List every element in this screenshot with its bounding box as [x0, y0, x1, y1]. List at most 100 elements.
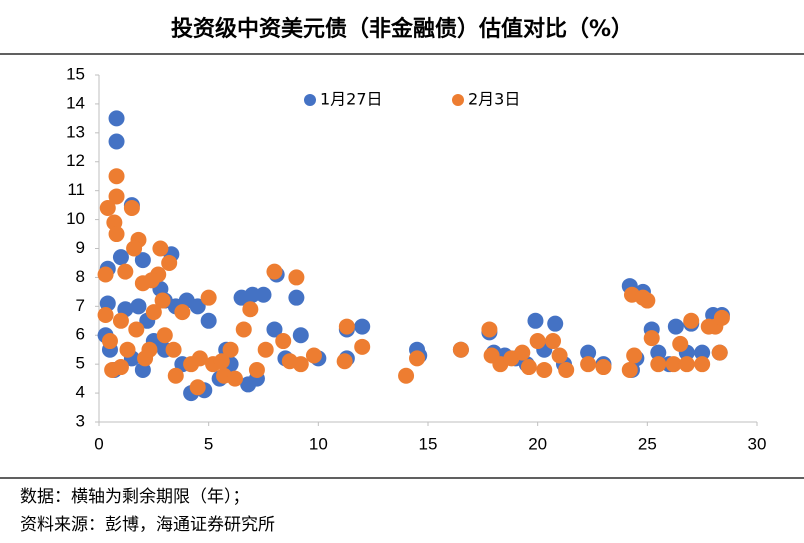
point [292, 327, 309, 344]
legend-marker [304, 94, 316, 106]
point [643, 330, 660, 347]
point [99, 200, 116, 217]
point [527, 312, 544, 329]
point [117, 263, 134, 280]
point [108, 133, 125, 150]
point [248, 361, 265, 378]
point [621, 361, 638, 378]
point [713, 309, 730, 326]
x-tick-label: 10 [309, 434, 328, 453]
point [108, 188, 125, 205]
point [514, 344, 531, 361]
y-tick-label: 3 [76, 411, 85, 430]
point [257, 341, 274, 358]
point [112, 359, 129, 376]
point [551, 347, 568, 364]
y-tick-label: 6 [76, 325, 85, 344]
point [143, 272, 160, 289]
point [336, 353, 353, 370]
point [409, 350, 426, 367]
point [481, 321, 498, 338]
legend-label: 1月27日 [320, 90, 383, 109]
point [174, 304, 191, 321]
point [128, 321, 145, 338]
chart-title: 投资级中资美元债（非金融债）估值对比（%） [171, 16, 633, 42]
point [145, 304, 162, 321]
x-tick-label: 20 [528, 434, 547, 453]
legend-marker [452, 94, 464, 106]
legend-label: 2月3日 [468, 90, 520, 109]
y-tick-label: 4 [76, 383, 85, 402]
point [288, 289, 305, 306]
point [452, 341, 469, 358]
point [354, 318, 371, 335]
point [119, 341, 136, 358]
point [694, 356, 711, 373]
x-tick-label: 5 [204, 434, 213, 453]
point [711, 344, 728, 361]
point [152, 240, 169, 257]
point [189, 379, 206, 396]
point [288, 269, 305, 286]
point [694, 344, 711, 361]
point [545, 333, 562, 350]
point [108, 226, 125, 243]
point [558, 361, 575, 378]
point [126, 240, 143, 257]
x-tick-label: 25 [638, 434, 657, 453]
point [292, 356, 309, 373]
point [97, 266, 114, 283]
point [112, 249, 129, 266]
point [235, 321, 252, 338]
y-tick-label: 5 [76, 354, 85, 373]
point [520, 359, 537, 376]
point [667, 318, 684, 335]
x-tick-label: 0 [94, 434, 103, 453]
point [626, 347, 643, 364]
point [595, 359, 612, 376]
point [161, 254, 178, 271]
y-tick-label: 14 [66, 93, 85, 112]
source-note: 资料来源：彭博，海通证券研究所 [20, 515, 275, 535]
point [189, 298, 206, 315]
point [213, 353, 230, 370]
point [580, 344, 597, 361]
point [678, 356, 695, 373]
point [672, 335, 689, 352]
point [123, 200, 140, 217]
point [191, 350, 208, 367]
point [165, 341, 182, 358]
x-tick-label: 15 [419, 434, 438, 453]
point [112, 312, 129, 329]
point [536, 361, 553, 378]
point [130, 298, 147, 315]
point [101, 333, 118, 350]
point [156, 327, 173, 344]
point [108, 110, 125, 127]
point [108, 168, 125, 185]
y-tick-label: 15 [66, 64, 85, 83]
point [529, 333, 546, 350]
point [200, 289, 217, 306]
point [226, 370, 243, 387]
point [244, 286, 261, 303]
point [266, 263, 283, 280]
point [97, 307, 114, 324]
point [141, 341, 158, 358]
point [650, 356, 667, 373]
y-tick-label: 11 [67, 180, 85, 199]
y-tick-label: 13 [66, 122, 85, 141]
point [167, 367, 184, 384]
y-tick-label: 10 [66, 209, 85, 228]
point [266, 321, 283, 338]
y-tick-label: 9 [76, 238, 85, 257]
point [398, 367, 415, 384]
point [305, 347, 322, 364]
point [134, 252, 151, 269]
x-tick-label: 30 [748, 434, 767, 453]
point [222, 341, 239, 358]
point [255, 286, 272, 303]
point [338, 318, 355, 335]
point [242, 301, 259, 318]
